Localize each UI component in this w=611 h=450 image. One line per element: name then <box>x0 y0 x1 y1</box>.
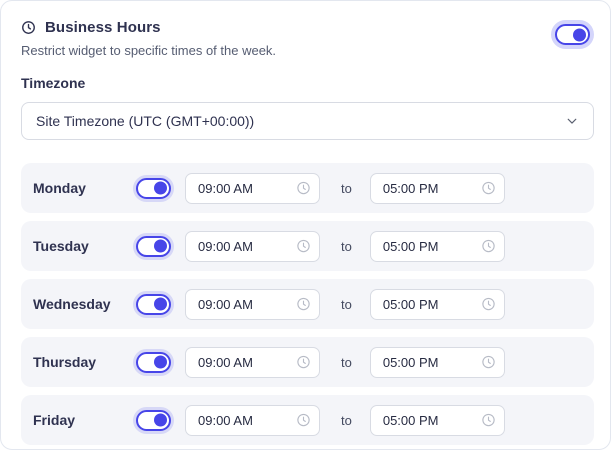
end-time-input[interactable] <box>369 288 505 320</box>
end-time-input[interactable] <box>369 404 505 436</box>
end-time-value[interactable] <box>370 412 466 428</box>
day-rows-list: Monday to <box>21 163 594 445</box>
end-time-value[interactable] <box>370 354 466 370</box>
day-row: Wednesday to <box>21 279 594 329</box>
clock-icon <box>296 413 311 428</box>
chevron-down-icon <box>565 114 579 128</box>
toggle-knob <box>154 413 167 427</box>
end-time-value[interactable] <box>370 238 466 254</box>
clock-icon <box>296 355 311 370</box>
start-time-input[interactable] <box>185 404 320 436</box>
business-hours-toggle[interactable] <box>555 24 590 45</box>
start-time-value[interactable] <box>186 180 281 196</box>
day-label: Monday <box>33 180 86 196</box>
start-time-input[interactable] <box>185 172 320 204</box>
day-toggle[interactable] <box>136 293 171 315</box>
day-toggle[interactable] <box>136 409 171 431</box>
clock-icon <box>481 355 496 370</box>
clock-icon <box>296 239 311 254</box>
start-time-value[interactable] <box>186 354 281 370</box>
to-label: to <box>341 296 352 312</box>
clock-icon <box>481 239 496 254</box>
end-time-input[interactable] <box>369 230 505 262</box>
clock-icon <box>296 181 311 196</box>
day-toggle[interactable] <box>136 351 171 373</box>
panel-header: Business Hours Restrict widget to specif… <box>21 19 592 58</box>
clock-icon <box>481 297 496 312</box>
day-row: Monday to <box>21 163 594 213</box>
toggle-knob <box>154 181 167 195</box>
toggle-knob <box>154 355 167 369</box>
day-row: Thursday to <box>21 337 594 387</box>
toggle-knob <box>154 297 167 311</box>
end-time-value[interactable] <box>370 180 466 196</box>
day-toggle[interactable] <box>136 177 171 199</box>
day-row: Friday to <box>21 395 594 445</box>
to-label: to <box>341 238 352 254</box>
day-label: Wednesday <box>33 296 111 312</box>
to-label: to <box>341 412 352 428</box>
start-time-input[interactable] <box>185 288 320 320</box>
day-label: Tuesday <box>33 238 89 254</box>
end-time-input[interactable] <box>369 346 505 378</box>
start-time-value[interactable] <box>186 238 281 254</box>
start-time-value[interactable] <box>186 412 281 428</box>
day-row: Tuesday to <box>21 221 594 271</box>
end-time-input[interactable] <box>369 172 505 204</box>
day-label: Thursday <box>33 354 97 370</box>
toggle-knob <box>154 239 167 253</box>
header-text-block: Business Hours Restrict widget to specif… <box>21 19 555 58</box>
start-time-value[interactable] <box>186 296 281 312</box>
day-label: Friday <box>33 412 76 428</box>
clock-icon <box>21 20 36 35</box>
end-time-value[interactable] <box>370 296 466 312</box>
day-toggle[interactable] <box>136 235 171 257</box>
clock-icon <box>481 181 496 196</box>
panel-title: Business Hours <box>45 19 161 36</box>
timezone-selected-value: Site Timezone (UTC (GMT+00:00)) <box>36 113 255 129</box>
start-time-input[interactable] <box>185 346 320 378</box>
to-label: to <box>341 180 352 196</box>
toggle-knob <box>573 28 586 41</box>
panel-subtitle: Restrict widget to specific times of the… <box>21 43 277 58</box>
clock-icon <box>481 413 496 428</box>
timezone-select[interactable]: Site Timezone (UTC (GMT+00:00)) <box>21 102 594 140</box>
to-label: to <box>341 354 352 370</box>
start-time-input[interactable] <box>185 230 320 262</box>
clock-icon <box>296 297 311 312</box>
timezone-label: Timezone <box>21 75 86 91</box>
